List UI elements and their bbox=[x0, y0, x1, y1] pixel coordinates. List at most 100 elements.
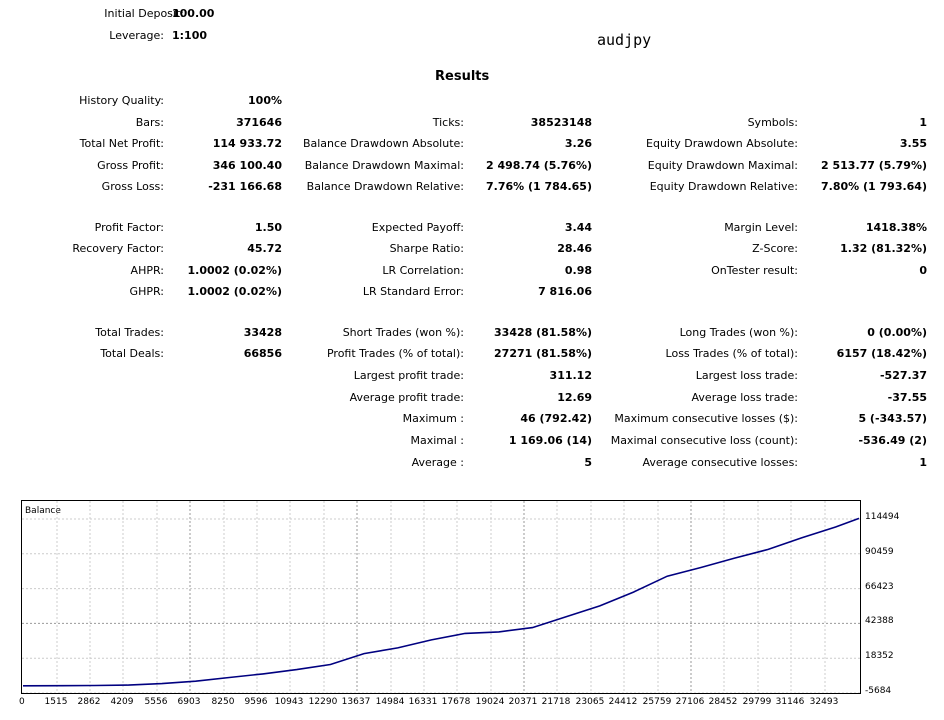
stat-label: Sharpe Ratio: bbox=[389, 242, 464, 255]
x-tick-label: 20371 bbox=[508, 697, 538, 707]
stat-label: Expected Payoff: bbox=[371, 221, 464, 234]
stat-label: Margin Level: bbox=[724, 221, 798, 234]
stat-value: 1.32 (81.32%) bbox=[840, 242, 927, 255]
x-tick-label: 4209 bbox=[110, 697, 134, 707]
stat-label: Bars: bbox=[135, 116, 164, 129]
stat-value: 2 498.74 (5.76%) bbox=[486, 159, 592, 172]
stat-value: -527.37 bbox=[879, 369, 927, 382]
stat-label: Maximum : bbox=[402, 412, 464, 425]
stat-value: 114 933.72 bbox=[212, 137, 282, 150]
balance-series-line bbox=[22, 517, 860, 687]
stat-value: 7 816.06 bbox=[538, 285, 592, 298]
stat-label: Largest profit trade: bbox=[353, 369, 464, 382]
x-tick-label: 31146 bbox=[775, 697, 805, 707]
stat-value: 0 bbox=[919, 264, 927, 277]
x-tick-label: 14984 bbox=[375, 697, 405, 707]
y-tick-label: 114494 bbox=[865, 512, 900, 522]
x-tick-label: 5556 bbox=[144, 697, 168, 707]
balance-chart-svg: Balance bbox=[22, 501, 860, 694]
stat-label: Equity Drawdown Absolute: bbox=[646, 137, 798, 150]
stat-value: 27271 (81.58%) bbox=[494, 347, 592, 360]
stat-label: History Quality: bbox=[79, 94, 164, 107]
stat-label: Balance Drawdown Maximal: bbox=[304, 159, 464, 172]
stat-value: 1.0002 (0.02%) bbox=[187, 264, 283, 277]
symbol-title: audjpy bbox=[597, 31, 652, 49]
stat-value: 311.12 bbox=[549, 369, 592, 382]
stat-value: -536.49 (2) bbox=[858, 434, 927, 447]
initial-deposit-value: 100.00 bbox=[172, 7, 215, 20]
stat-label: Total Trades: bbox=[95, 326, 164, 339]
y-tick-label: -5684 bbox=[865, 686, 892, 696]
stat-label: Recovery Factor: bbox=[72, 242, 164, 255]
stat-value: 1.50 bbox=[254, 221, 282, 234]
stat-value: 2 513.77 (5.79%) bbox=[821, 159, 927, 172]
chart-title: Balance bbox=[25, 506, 61, 516]
stat-label: Equity Drawdown Maximal: bbox=[647, 159, 798, 172]
x-tick-label: 0 bbox=[19, 697, 25, 707]
stat-value: -37.55 bbox=[887, 391, 927, 404]
x-tick-label: 29799 bbox=[742, 697, 772, 707]
stat-value: 1.0002 (0.02%) bbox=[187, 285, 283, 298]
x-tick-label: 17678 bbox=[441, 697, 471, 707]
stat-value: 28.46 bbox=[557, 242, 592, 255]
stat-value: 45.72 bbox=[247, 242, 282, 255]
stat-value: 12.69 bbox=[557, 391, 592, 404]
x-tick-label: 24412 bbox=[608, 697, 638, 707]
stat-value: 7.80% (1 793.64) bbox=[821, 180, 927, 193]
x-tick-label: 6903 bbox=[177, 697, 201, 707]
stat-label: Total Deals: bbox=[100, 347, 164, 360]
leverage-label: Leverage: bbox=[109, 29, 164, 42]
x-tick-label: 27106 bbox=[675, 697, 705, 707]
stat-label: Equity Drawdown Relative: bbox=[649, 180, 798, 193]
x-tick-label: 16331 bbox=[408, 697, 438, 707]
stat-label: Gross Profit: bbox=[97, 159, 164, 172]
stat-value: 33428 (81.58%) bbox=[494, 326, 592, 339]
stat-label: Loss Trades (% of total): bbox=[665, 347, 798, 360]
stat-value: 1 bbox=[919, 456, 927, 469]
stat-label: Long Trades (won %): bbox=[679, 326, 798, 339]
stat-label: Average loss trade: bbox=[691, 391, 798, 404]
x-tick-label: 2862 bbox=[77, 697, 101, 707]
stat-label: OnTester result: bbox=[711, 264, 798, 277]
stat-value: 38523148 bbox=[530, 116, 592, 129]
x-tick-label: 19024 bbox=[475, 697, 505, 707]
stat-value: 0.98 bbox=[564, 264, 592, 277]
stat-label: AHPR: bbox=[130, 264, 164, 277]
stat-value: 7.76% (1 784.65) bbox=[486, 180, 592, 193]
stat-label: Maximal : bbox=[410, 434, 464, 447]
stat-value: 3.55 bbox=[899, 137, 927, 150]
results-title: Results bbox=[435, 69, 490, 84]
stat-label: Maximal consecutive loss (count): bbox=[610, 434, 798, 447]
x-tick-label: 1515 bbox=[44, 697, 68, 707]
stat-label: Total Net Profit: bbox=[79, 137, 164, 150]
y-tick-label: 18352 bbox=[865, 651, 894, 662]
stat-label: Largest loss trade: bbox=[695, 369, 798, 382]
stat-value: 371646 bbox=[236, 116, 282, 129]
stat-value: 46 (792.42) bbox=[520, 412, 592, 425]
stat-value: 33428 bbox=[243, 326, 282, 339]
x-tick-label: 21718 bbox=[541, 697, 571, 707]
stat-value: 1 bbox=[919, 116, 927, 129]
x-tick-label: 25759 bbox=[642, 697, 672, 707]
x-tick-label: 9596 bbox=[244, 697, 268, 707]
stat-value: 100% bbox=[248, 94, 282, 107]
initial-deposit-label: Initial Deposit: bbox=[104, 7, 184, 20]
stat-label: GHPR: bbox=[129, 285, 164, 298]
stat-label: Profit Trades (% of total): bbox=[326, 347, 464, 360]
y-tick-label: 42388 bbox=[865, 616, 894, 627]
x-tick-label: 8250 bbox=[211, 697, 235, 707]
stat-label: Gross Loss: bbox=[101, 180, 164, 193]
x-tick-label: 28452 bbox=[708, 697, 738, 707]
balance-chart: Balance bbox=[21, 500, 861, 694]
stat-value: 1418.38% bbox=[865, 221, 927, 234]
leverage-value: 1:100 bbox=[172, 29, 208, 42]
stat-value: 66856 bbox=[243, 347, 282, 360]
stat-label: Maximum consecutive losses ($): bbox=[614, 412, 798, 425]
stat-label: Average : bbox=[411, 456, 464, 469]
stat-value: 5 bbox=[584, 456, 592, 469]
stat-label: Ticks: bbox=[432, 116, 464, 129]
stat-label: Profit Factor: bbox=[94, 221, 164, 234]
x-tick-label: 13637 bbox=[341, 697, 371, 707]
x-tick-label: 23065 bbox=[575, 697, 605, 707]
y-tick-label: 66423 bbox=[865, 581, 894, 592]
